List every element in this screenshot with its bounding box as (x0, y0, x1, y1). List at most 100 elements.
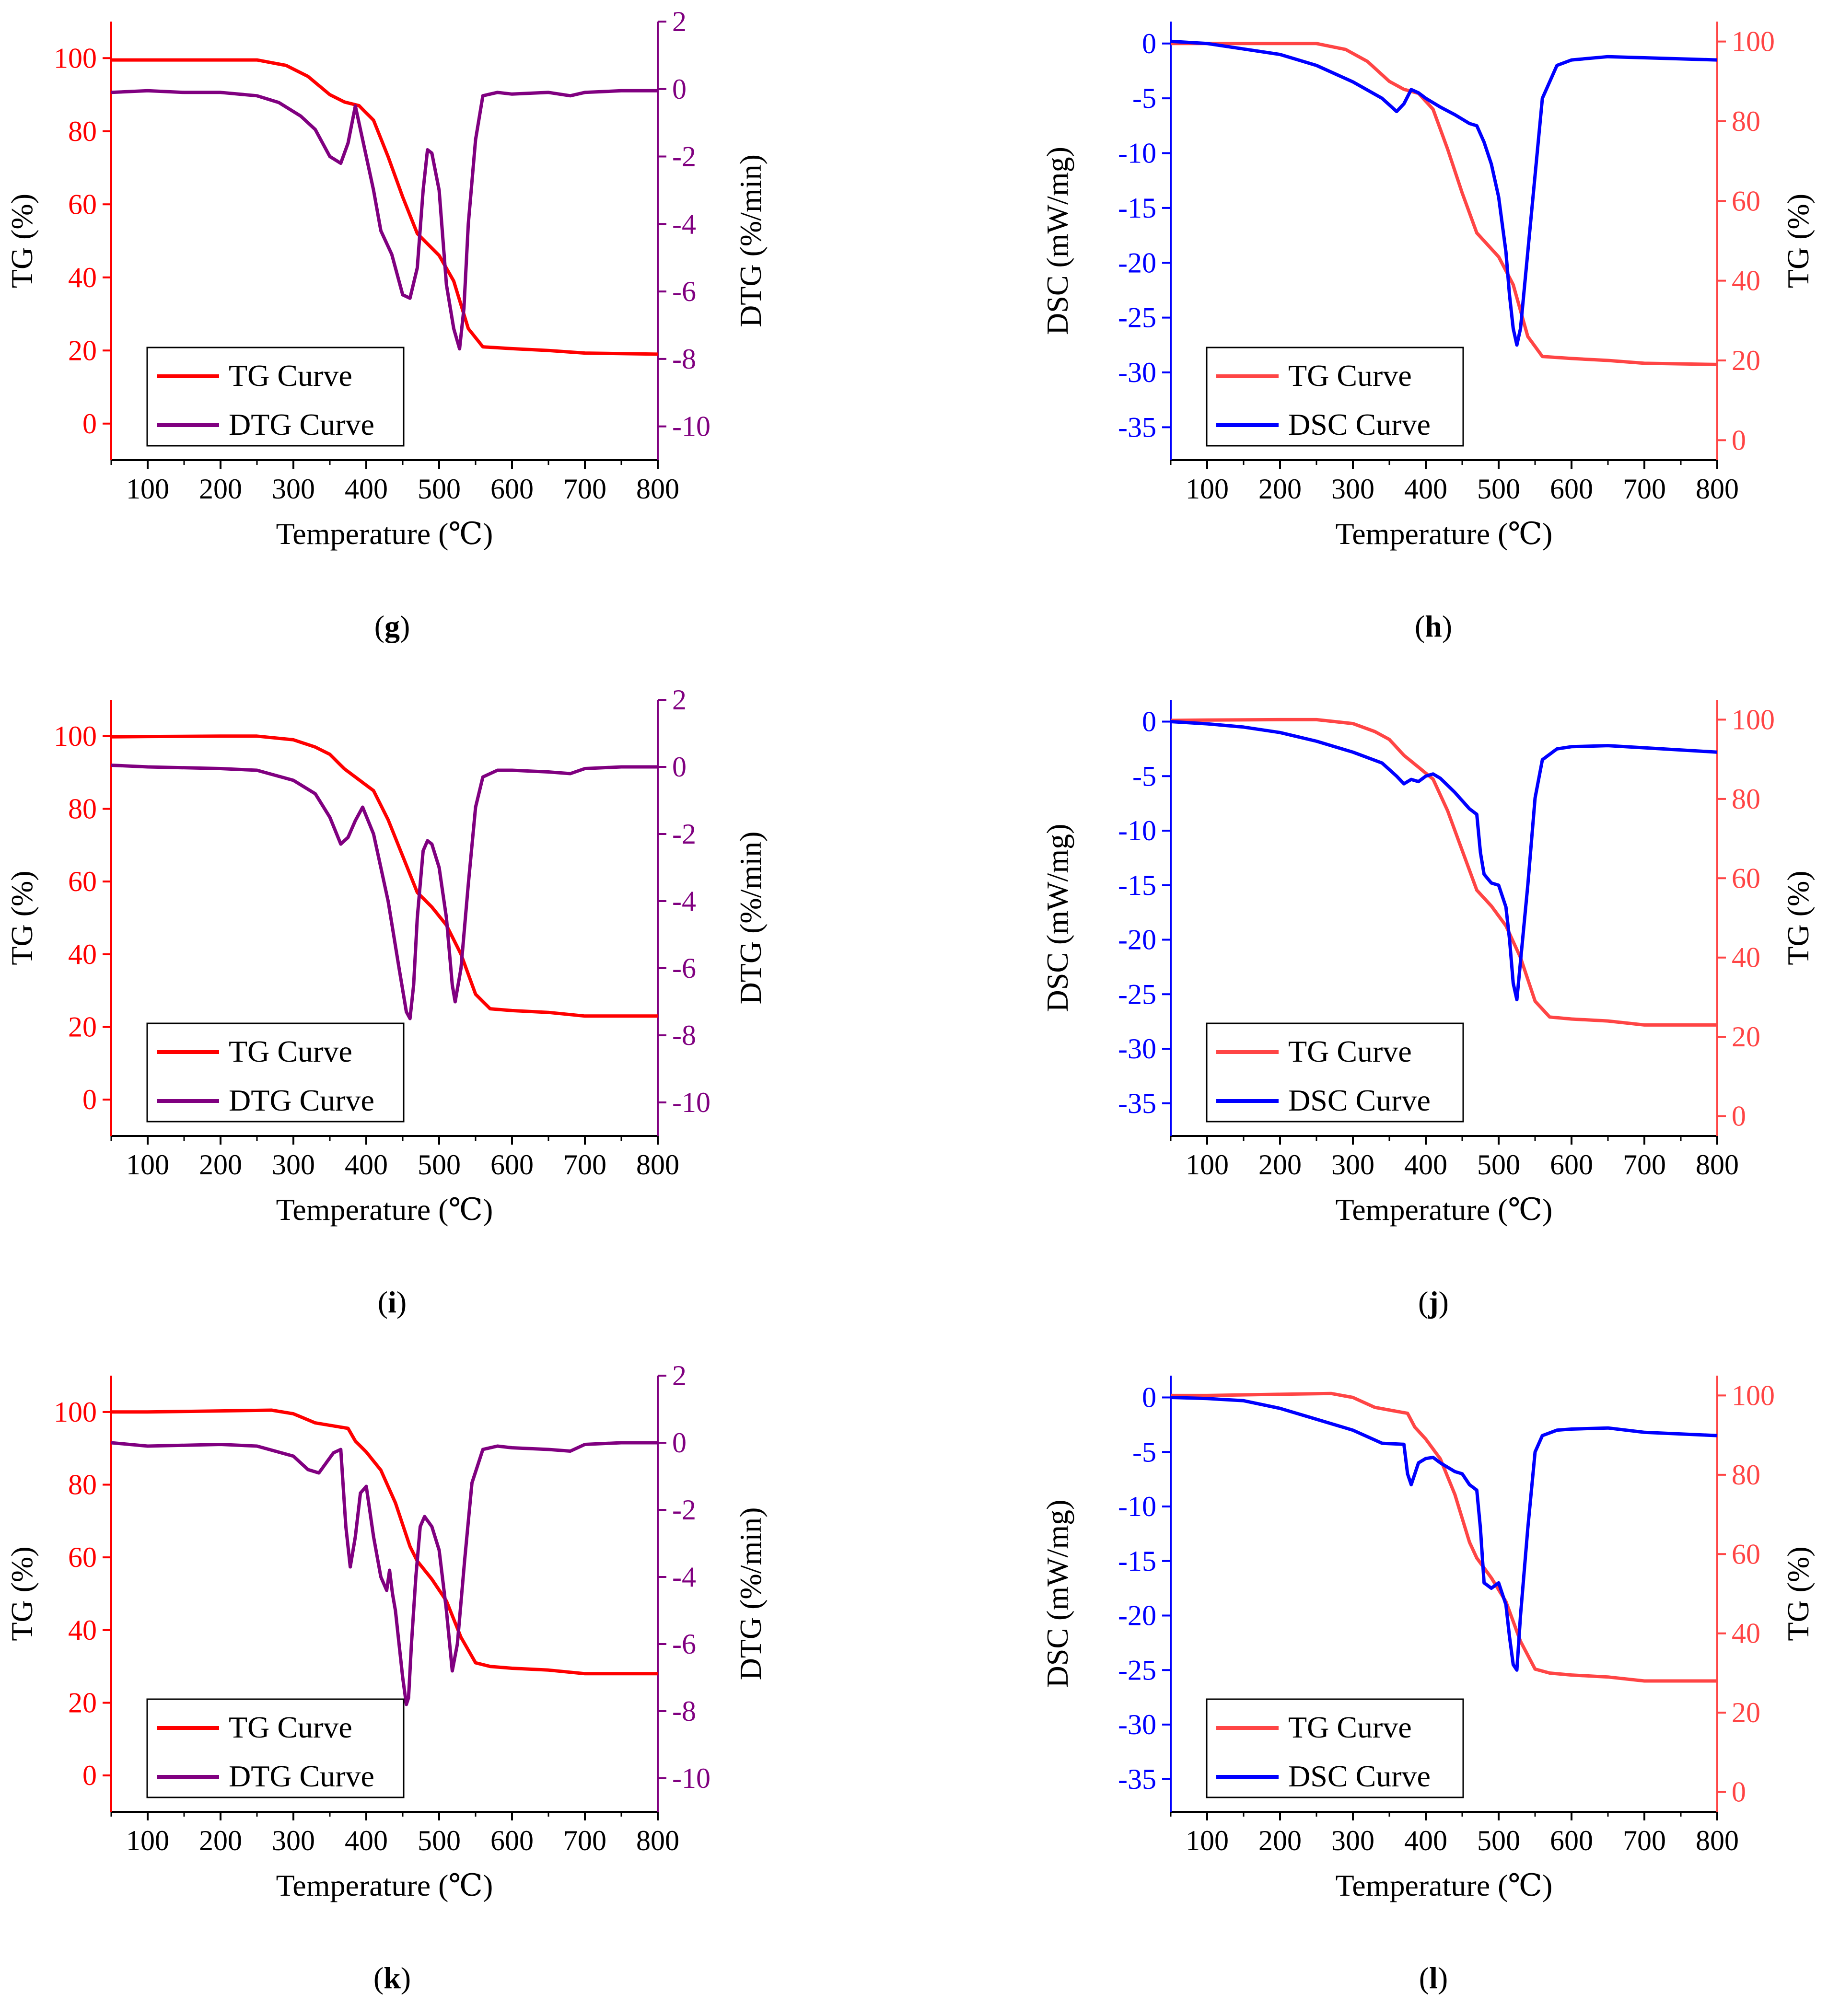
right-axis-label: TG (%) (1781, 1546, 1815, 1641)
caption-i: (i) (377, 1285, 407, 1319)
right-tick-label: 80 (1732, 783, 1760, 815)
left-tick-label: 0 (1142, 706, 1156, 738)
left-tick-label: 0 (82, 1084, 97, 1115)
legend-label: TG Curve (1288, 1034, 1412, 1068)
right-tick-label: 0 (1732, 1776, 1746, 1808)
left-tick-label: 0 (82, 408, 97, 440)
x-tick-label: 100 (1186, 1825, 1229, 1856)
x-axis-label: Temperature (℃) (1336, 1868, 1553, 1902)
left-tick-label: -20 (1118, 924, 1156, 956)
x-axis-label: Temperature (℃) (1336, 1193, 1553, 1227)
left-tick-label: -15 (1118, 869, 1156, 901)
series-dtg-curve (111, 764, 658, 1020)
x-tick-label: 500 (418, 1149, 461, 1181)
right-tick-label: 20 (1732, 345, 1760, 376)
x-axis-label: Temperature (℃) (276, 1193, 493, 1227)
right-tick-label: -6 (672, 276, 696, 307)
right-tick-label: -4 (672, 885, 696, 917)
chart-k: 100 200 300 400 500 600 700 800020406080100-10-… (5, 1360, 768, 1902)
right-tick-label: 2 (672, 684, 687, 716)
x-tick-label: 200 (1258, 1149, 1302, 1181)
x-tick-label: 400 (1404, 473, 1447, 505)
right-tick-label: 20 (1732, 1697, 1760, 1728)
left-tick-label: -20 (1118, 1600, 1156, 1632)
chart-j: 100 200 300 400 500 600 700 800-35-30-25-20-15-… (1040, 700, 1815, 1227)
left-tick-label: 20 (68, 1011, 97, 1043)
series-tg-curve (1171, 42, 1718, 366)
left-tick-label: 20 (68, 1687, 97, 1719)
right-tick-label: 40 (1732, 265, 1760, 297)
x-tick-label: 800 (1696, 473, 1739, 505)
left-tick-label: 40 (68, 938, 97, 970)
left-tick-label: -10 (1118, 138, 1156, 169)
legend-label: DSC Curve (1288, 1083, 1431, 1117)
x-tick-label: 400 (1404, 1825, 1447, 1856)
right-tick-label: 2 (672, 1360, 687, 1391)
legend-box (146, 1022, 405, 1123)
right-tick-label: 0 (672, 73, 687, 105)
legend-label: DTG Curve (229, 1759, 374, 1793)
left-tick-label: -5 (1132, 760, 1156, 792)
left-tick-label: 20 (68, 335, 97, 366)
right-axis-label: DTG (%/min) (734, 1507, 768, 1680)
legend-label: DSC Curve (1288, 407, 1431, 441)
x-tick-label: 600 (490, 473, 534, 505)
left-tick-label: 0 (1142, 28, 1156, 59)
x-tick-label: 600 (490, 1149, 534, 1181)
x-tick-label: 300 (1331, 1149, 1374, 1181)
left-tick-label: -25 (1118, 978, 1156, 1010)
x-tick-label: 400 (345, 1149, 388, 1181)
x-tick-label: 100 (126, 1825, 169, 1856)
series-tg-curve (111, 1408, 658, 1676)
x-tick-label: 200 (1258, 1825, 1302, 1856)
chart-g: 100 200 300 400 500 600 700 800020406080100-10-… (5, 6, 768, 551)
chart-l: 100 200 300 400 500 600 700 800-35-30-25-20-15-… (1040, 1376, 1815, 1902)
series-dsc-curve (1170, 39, 1718, 347)
right-tick-label: 60 (1732, 862, 1760, 894)
right-tick-label: -4 (672, 208, 696, 240)
legend-label: DSC Curve (1288, 1759, 1431, 1793)
right-tick-label: 80 (1732, 105, 1760, 137)
left-tick-label: 40 (68, 262, 97, 293)
x-tick-label: 200 (199, 473, 242, 505)
legend-label: TG Curve (1288, 359, 1412, 393)
right-tick-label: -8 (672, 1020, 696, 1051)
left-tick-label: -10 (1118, 815, 1156, 846)
x-tick-label: 800 (1696, 1149, 1739, 1181)
right-tick-label: 20 (1732, 1021, 1760, 1053)
left-axis-label: TG (%) (5, 1546, 39, 1641)
x-tick-label: 700 (563, 473, 606, 505)
left-axis-label: DSC (mW/mg) (1040, 824, 1074, 1012)
x-tick-label: 400 (345, 473, 388, 505)
left-tick-label: 100 (54, 42, 97, 74)
right-tick-label: 40 (1732, 1618, 1760, 1649)
right-tick-label: -2 (672, 818, 696, 850)
right-tick-label: -6 (672, 1628, 696, 1660)
right-axis-label: DTG (%/min) (734, 832, 768, 1005)
x-tick-label: 700 (1623, 473, 1666, 505)
legend-label: DTG Curve (229, 407, 374, 441)
left-tick-label: -5 (1132, 1436, 1156, 1468)
right-tick-label: 80 (1732, 1459, 1760, 1491)
right-tick-label: 60 (1732, 1538, 1760, 1570)
x-tick-label: 400 (1404, 1149, 1447, 1181)
right-tick-label: 0 (1732, 424, 1746, 456)
series-tg-curve (111, 734, 658, 1018)
chart-h: 100 200 300 400 500 600 700 800-35-30-25-20-15-… (1040, 22, 1815, 551)
x-tick-label: 500 (418, 473, 461, 505)
right-tick-label: -10 (672, 411, 710, 442)
right-tick-label: 0 (672, 751, 687, 783)
left-tick-label: 100 (54, 1396, 97, 1428)
x-tick-label: 100 (1186, 473, 1229, 505)
left-tick-label: -30 (1118, 1709, 1156, 1740)
left-axis-label: TG (%) (5, 870, 39, 965)
series-tg-curve (1170, 718, 1717, 1027)
x-tick-label: 100 (126, 1149, 169, 1181)
x-tick-label: 700 (1623, 1825, 1666, 1856)
legend-box (146, 347, 405, 447)
right-tick-label: -10 (672, 1087, 710, 1118)
left-axis-label: DSC (mW/mg) (1040, 147, 1074, 335)
right-axis-label: DTG (%/min) (734, 154, 768, 327)
legend-label: TG Curve (1288, 1710, 1412, 1744)
left-tick-label: 60 (68, 1541, 97, 1573)
